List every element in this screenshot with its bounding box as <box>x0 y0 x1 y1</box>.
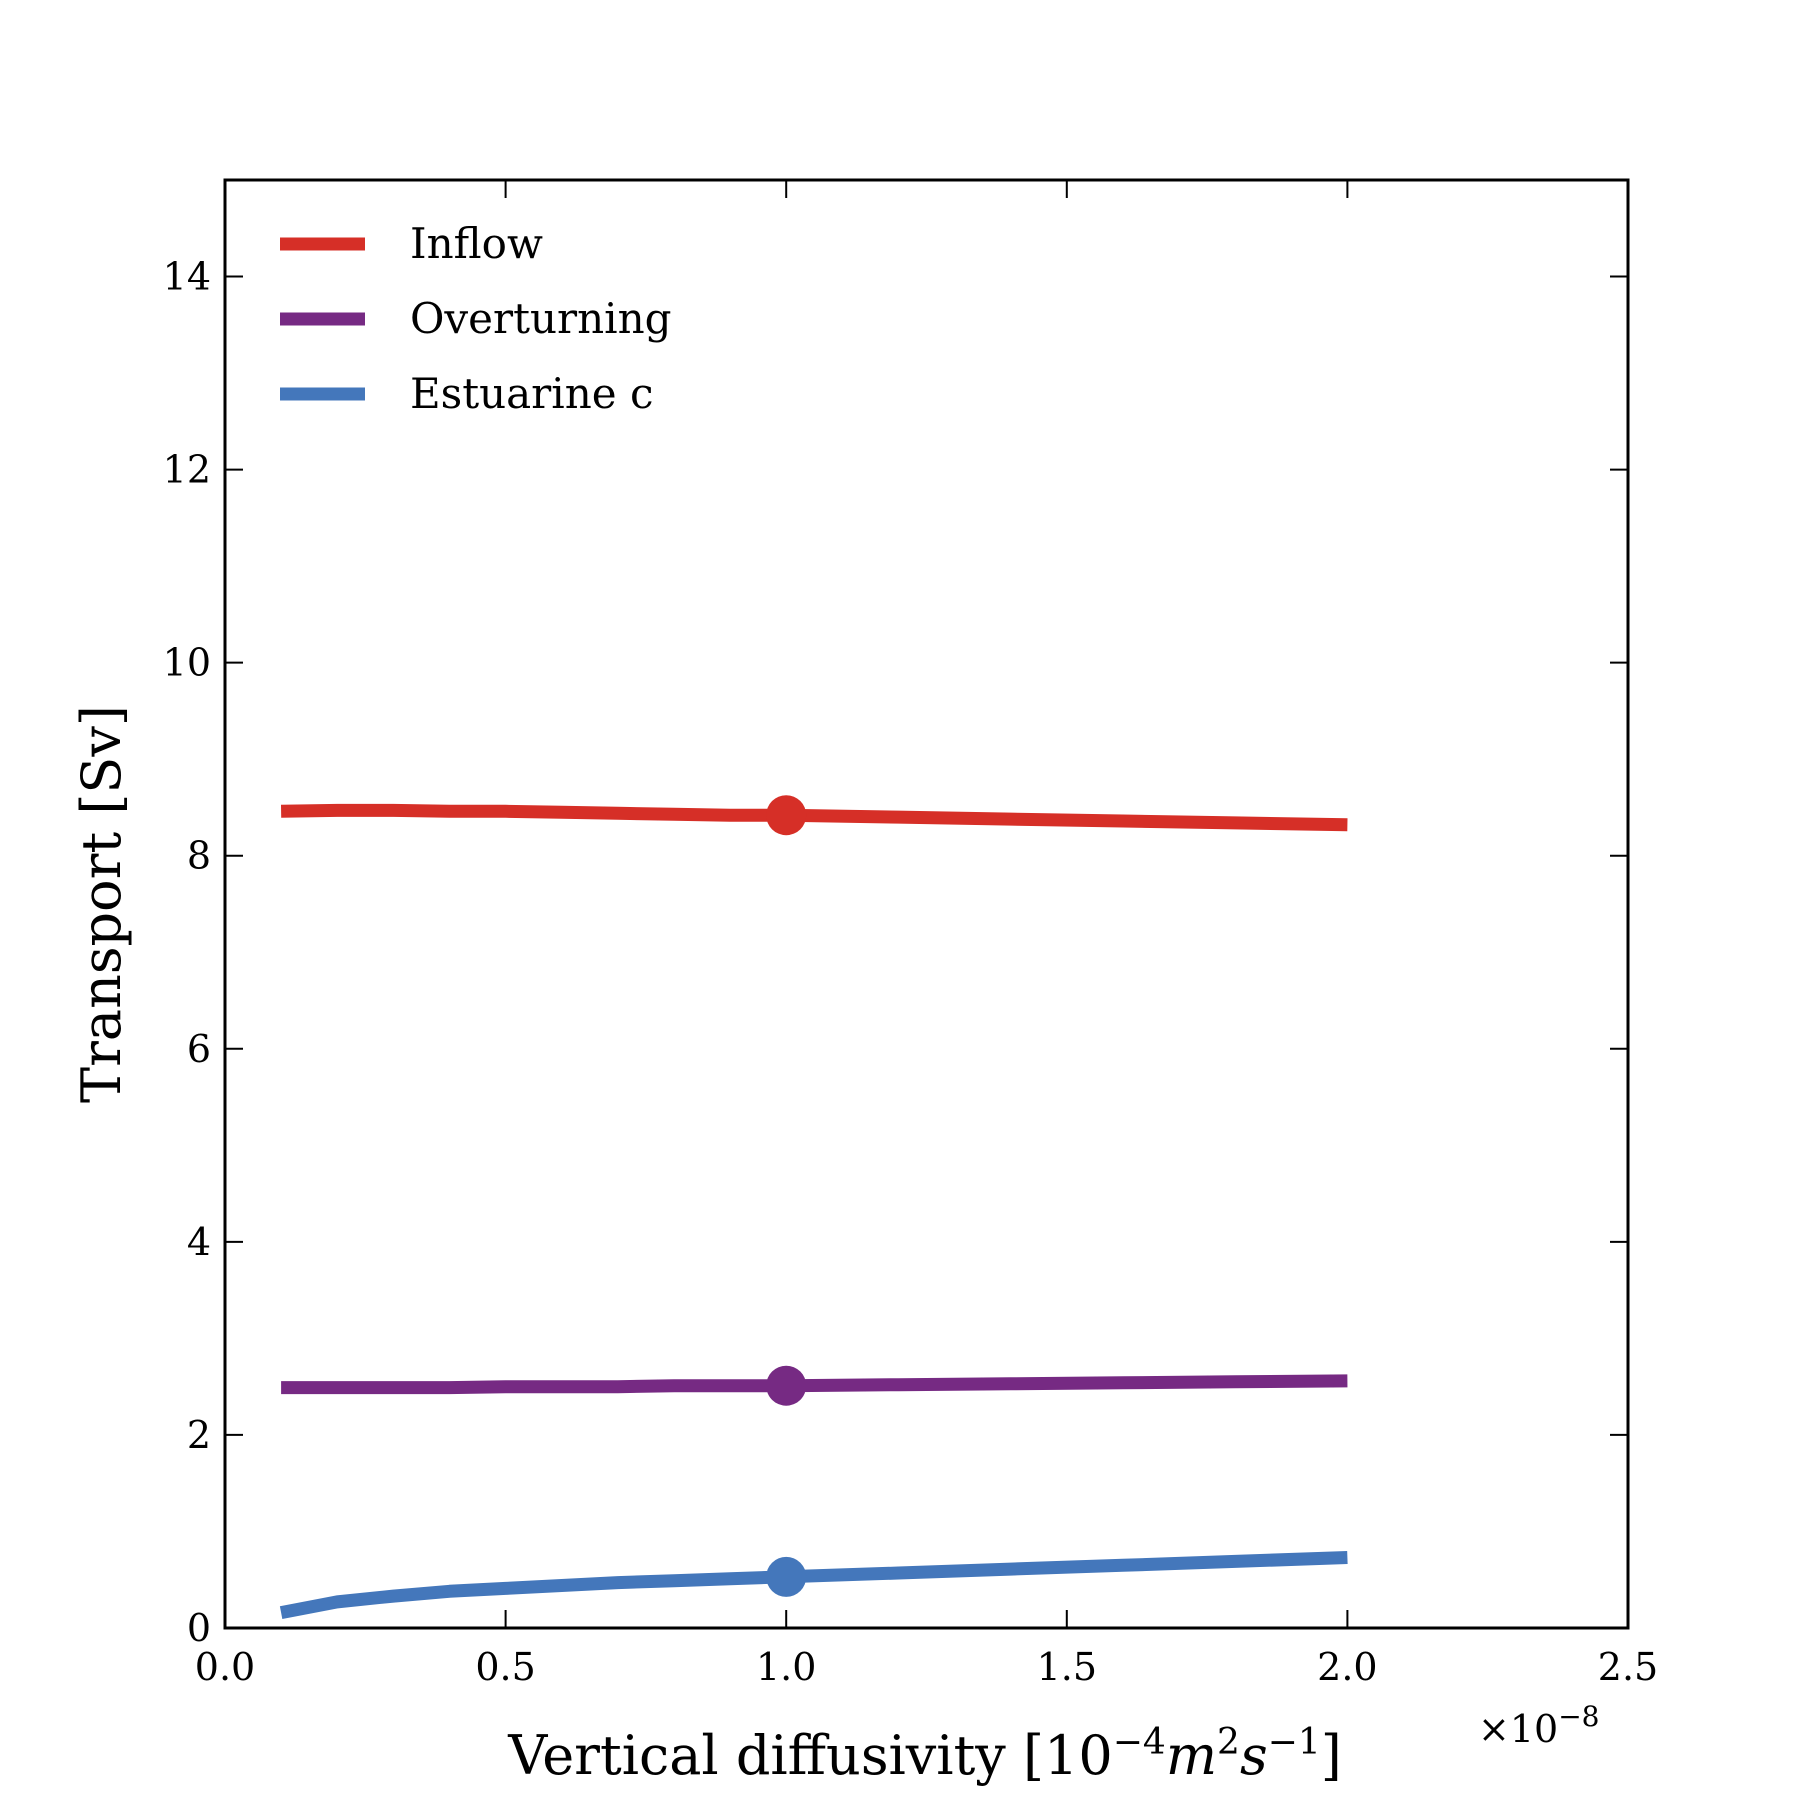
y-tick-label: 0 <box>187 1606 211 1650</box>
legend-label-overturning: Overturning <box>410 294 672 343</box>
x-tick-label: 2.5 <box>1598 1645 1658 1689</box>
y-tick-label: 4 <box>187 1220 211 1264</box>
legend-label-inflow: Inflow <box>410 219 543 268</box>
series-marker-inflow <box>766 795 807 836</box>
y-tick-label: 6 <box>187 1027 211 1071</box>
y-tick-label: 10 <box>163 641 211 685</box>
x-tick-label: 0.5 <box>475 1645 535 1689</box>
x-axis-label: Vertical diffusivity [10−4m2s−1] <box>507 1722 1342 1787</box>
x-tick-label: 1.5 <box>1037 1645 1097 1689</box>
series-marker-estuarine-c <box>766 1556 807 1597</box>
series-line-estuarine-c <box>279 1551 1348 1619</box>
x-tick-label: 1.0 <box>756 1645 816 1689</box>
y-tick-label: 2 <box>187 1413 211 1457</box>
x-axis-offset-text: ×10−8 <box>1478 1700 1599 1751</box>
legend-label-estuarine-c: Estuarine c <box>410 369 653 418</box>
y-tick-label: 14 <box>163 255 211 299</box>
series-lines <box>279 803 1348 1619</box>
x-tick-label: 0.0 <box>195 1645 255 1689</box>
x-tick-label: 2.0 <box>1317 1645 1377 1689</box>
series-marker-overturning <box>766 1365 807 1406</box>
series-markers <box>766 795 807 1597</box>
y-axis-label: Transport [Sv] <box>70 705 133 1103</box>
y-tick-label: 8 <box>187 834 211 878</box>
legend: Inflow Overturning Estuarine c <box>280 219 672 418</box>
y-tick-label: 12 <box>163 448 211 492</box>
series-line-overturning <box>281 1374 1348 1395</box>
plot-frame <box>223 178 1630 1630</box>
axis-ticks: 0.0 0.5 1.0 1.5 2.0 2.5 0 2 4 6 8 10 12 14 <box>163 180 1658 1689</box>
series-line-inflow <box>280 803 1348 832</box>
